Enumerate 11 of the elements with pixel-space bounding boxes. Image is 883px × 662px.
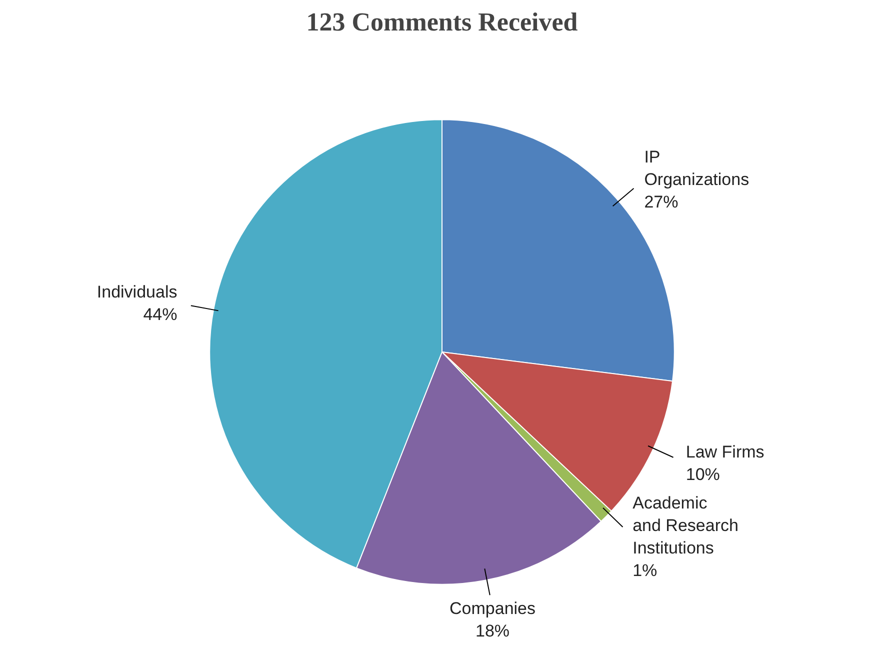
- data-label: 27%: [644, 192, 678, 212]
- slice-label: Law Firms: [686, 442, 764, 462]
- slice-label: Individuals: [96, 282, 178, 302]
- data-label: 1%: [632, 560, 658, 580]
- data-label: 10%: [686, 464, 720, 484]
- data-label: 44%: [143, 304, 178, 324]
- slice-label: Academic and Research Institutions: [632, 493, 738, 558]
- chart-title: 123 Comments Received: [306, 8, 578, 36]
- data-label: 18%: [475, 621, 510, 640]
- slice-label: Companies: [450, 598, 536, 618]
- slice-label: IP Organizations: [644, 147, 750, 189]
